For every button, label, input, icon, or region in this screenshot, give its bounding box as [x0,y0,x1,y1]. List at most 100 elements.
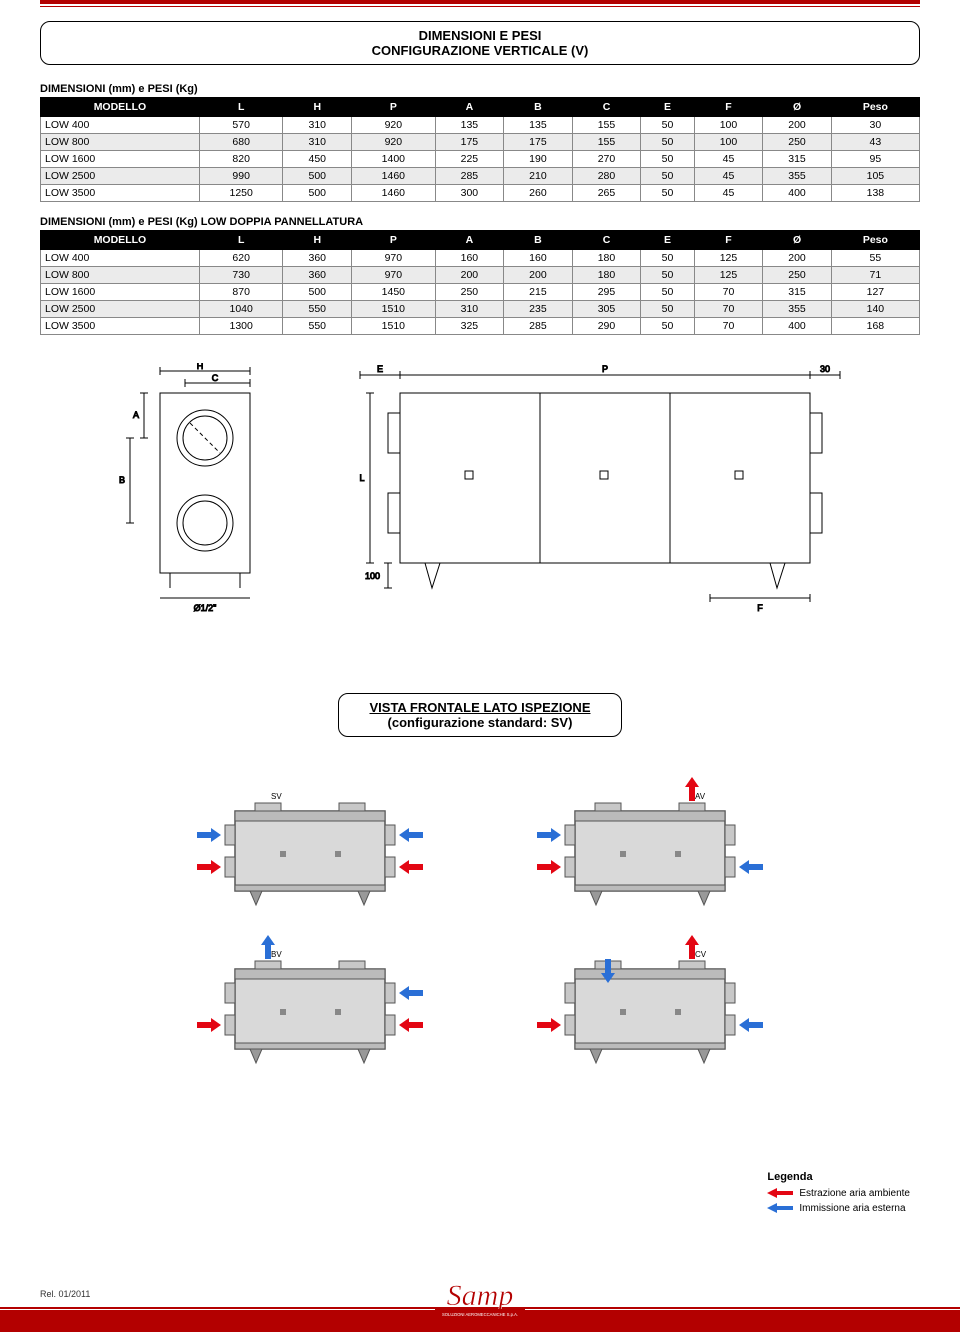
col-header: Ø [763,231,832,250]
cell: 620 [199,250,283,267]
table1: MODELLOLHPABCEFØPesoLOW 4005703109201351… [40,97,920,202]
cell: LOW 3500 [41,318,200,335]
cell: 265 [572,185,641,202]
col-header: P [352,231,436,250]
cell: 285 [435,168,504,185]
cell: 30 [831,117,919,134]
cell: 1040 [199,301,283,318]
config-sv: SV [180,773,440,913]
svg-text:A: A [133,410,139,420]
cell: 160 [435,250,504,267]
vista-title-box: VISTA FRONTALE LATO ISPEZIONE (configura… [338,693,621,737]
top-stripe [40,0,920,4]
config-bv: BV [180,931,440,1071]
cell: 315 [763,284,832,301]
cell: 105 [831,168,919,185]
col-header: Peso [831,231,919,250]
cell: 310 [435,301,504,318]
cell: 180 [572,250,641,267]
legend: Legenda Estrazione aria ambiente Immissi… [767,1171,910,1217]
cell: 50 [641,151,694,168]
cell: 870 [199,284,283,301]
cell: 280 [572,168,641,185]
cell: 70 [694,318,763,335]
cell: 310 [283,134,352,151]
svg-text:L: L [359,473,364,483]
cell: 1510 [352,301,436,318]
cell: 360 [283,250,352,267]
thin-stripe [40,6,920,7]
cell: 168 [831,318,919,335]
table1-caption: DIMENSIONI (mm) e PESI (Kg) [40,83,920,95]
cell: 1400 [352,151,436,168]
col-header: C [572,231,641,250]
cell: 550 [283,318,352,335]
cell: 250 [763,267,832,284]
cell: 500 [283,284,352,301]
col-header: C [572,98,641,117]
cell: 820 [199,151,283,168]
cell: LOW 800 [41,134,200,151]
col-header: Peso [831,98,919,117]
cell: 250 [763,134,832,151]
cell: 990 [199,168,283,185]
cell: 45 [694,185,763,202]
front-view-diagram: H C A [100,363,300,623]
col-header: E [641,231,694,250]
table-row: LOW 160087050014502502152955070315127 [41,284,920,301]
cell: 175 [435,134,504,151]
table-row: LOW 8006803109201751751555010025043 [41,134,920,151]
legend-arrow-blue [767,1202,793,1214]
svg-text:H: H [197,363,204,371]
cell: 50 [641,134,694,151]
cell: 50 [641,301,694,318]
col-header: P [352,98,436,117]
cell: 325 [435,318,504,335]
cell: 70 [694,284,763,301]
cell: 1510 [352,318,436,335]
cell: 200 [504,267,573,284]
svg-text:C: C [212,373,219,383]
svg-text:SOLUZIONI AEROMECCANICHE S.p.A: SOLUZIONI AEROMECCANICHE S.p.A. [442,1312,518,1317]
svg-text:F: F [757,603,763,613]
col-header: Ø [763,98,832,117]
cell: 500 [283,168,352,185]
side-view-diagram: E P 30 [340,363,860,623]
table-row: LOW 16008204501400225190270504531595 [41,151,920,168]
col-header: H [283,98,352,117]
col-header: A [435,98,504,117]
cell: 215 [504,284,573,301]
cell: 125 [694,250,763,267]
cell: 200 [763,117,832,134]
cell: 50 [641,117,694,134]
legend-text-1: Estrazione aria ambiente [799,1188,910,1199]
cell: 920 [352,117,436,134]
cell: LOW 400 [41,117,200,134]
svg-text:SV: SV [271,792,282,801]
col-header: MODELLO [41,98,200,117]
legend-title: Legenda [767,1171,910,1183]
table-row: LOW 2500104055015103102353055070355140 [41,301,920,318]
col-header: B [504,231,573,250]
svg-text:CV: CV [695,950,707,959]
svg-text:B: B [119,475,125,485]
cell: 970 [352,267,436,284]
table2-caption: DIMENSIONI (mm) e PESI (Kg) LOW DOPPIA P… [40,216,920,228]
cell: 260 [504,185,573,202]
cell: 250 [435,284,504,301]
cell: 285 [504,318,573,335]
cell: 400 [763,185,832,202]
legend-arrow-red [767,1187,793,1199]
col-header: E [641,98,694,117]
cell: 155 [572,134,641,151]
cell: LOW 3500 [41,185,200,202]
cell: LOW 2500 [41,168,200,185]
cell: 71 [831,267,919,284]
cell: 225 [435,151,504,168]
col-header: L [199,231,283,250]
cell: LOW 1600 [41,151,200,168]
vista-title-line1: VISTA FRONTALE LATO ISPEZIONE [369,700,590,715]
cell: 290 [572,318,641,335]
svg-text:BV: BV [271,950,282,959]
table-row: LOW 250099050014602852102805045355105 [41,168,920,185]
